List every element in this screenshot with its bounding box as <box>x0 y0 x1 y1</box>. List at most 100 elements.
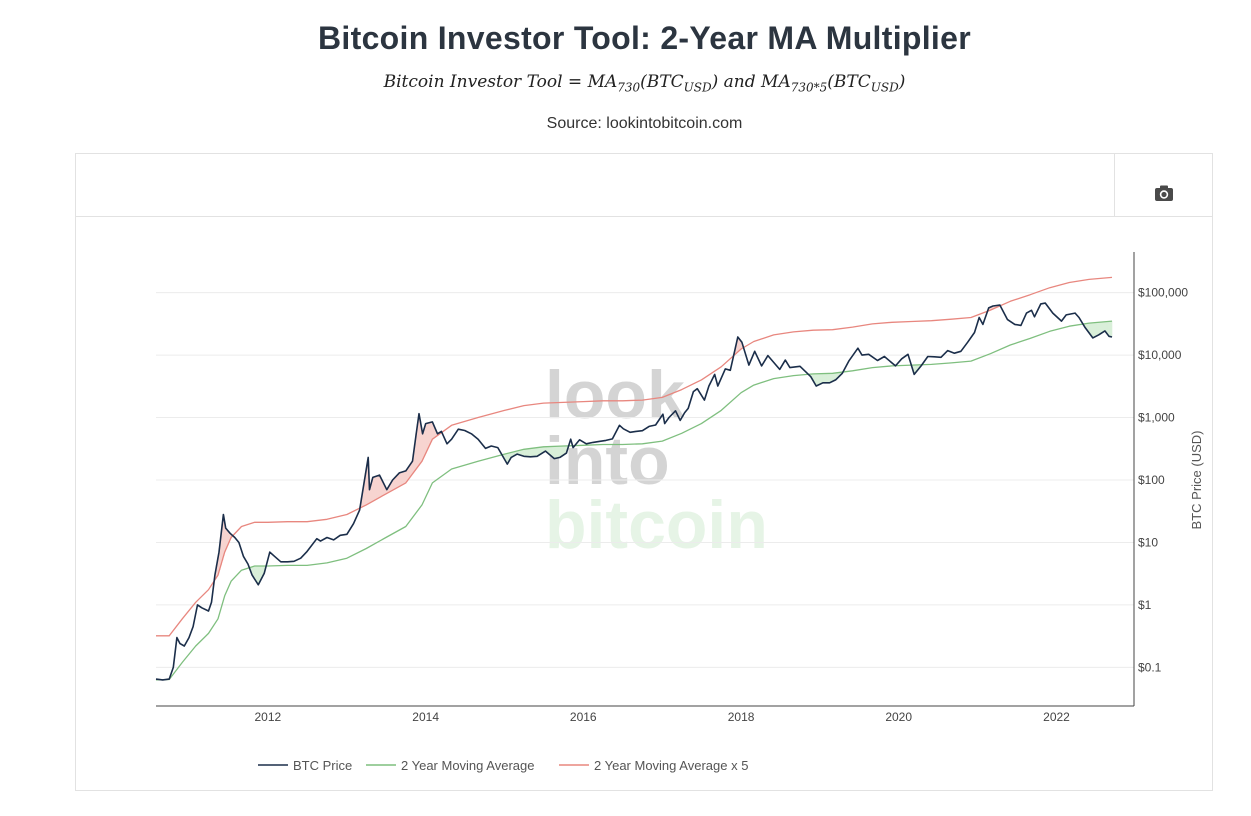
fill-below-ma <box>554 446 557 459</box>
fill-above-ma5 <box>420 428 423 462</box>
fill-below-ma <box>1088 323 1091 334</box>
fill-above-ma5 <box>389 483 392 492</box>
formula-arg2-end: ) <box>898 72 906 92</box>
fill-below-ma <box>1095 322 1098 337</box>
fill-below-ma <box>1093 322 1096 337</box>
fill-below-ma <box>516 450 519 455</box>
fill-below-ma <box>549 446 551 455</box>
fill-below-ma <box>509 452 512 459</box>
fill-above-ma5 <box>406 467 409 480</box>
fill-above-ma5 <box>379 477 382 497</box>
fill-above-ma5 <box>386 488 389 493</box>
formula-left: Bitcoin Investor Tool <box>383 72 563 92</box>
fill-below-ma <box>561 446 564 456</box>
watermark-into: into <box>545 423 670 499</box>
fills <box>161 305 1113 680</box>
fill-above-ma5 <box>411 461 414 475</box>
fill-below-ma <box>535 447 538 457</box>
fill-above-ma5 <box>432 425 435 439</box>
fill-above-ma5 <box>218 548 221 570</box>
x-tick-label: 2022 <box>1043 710 1070 724</box>
x-tick-label: 2016 <box>570 710 597 724</box>
fill-below-ma <box>513 451 516 456</box>
fill-below-ma <box>811 373 814 380</box>
fill-below-ma <box>916 364 919 371</box>
fill-below-ma <box>518 450 521 455</box>
fill-below-ma <box>559 446 562 457</box>
fill-above-ma5 <box>398 472 401 487</box>
fill-below-ma <box>249 567 252 573</box>
legend: BTC Price 2 Year Moving Average 2 Year Mov… <box>258 758 748 773</box>
formula-ma1: MA <box>587 72 618 92</box>
fill-above-ma5 <box>385 488 388 494</box>
fill-below-ma <box>828 373 831 383</box>
series-lines <box>155 276 1113 681</box>
fill-above-ma5 <box>990 306 993 310</box>
fill-above-ma5 <box>390 481 393 491</box>
axes <box>156 252 1135 707</box>
fill-above-ma5 <box>995 305 998 308</box>
fill-above-ma5 <box>417 414 420 466</box>
fill-below-ma <box>505 453 508 463</box>
legend-label-2: 2 Year Moving Average <box>401 758 534 773</box>
toolbar-divider <box>1114 154 1115 217</box>
fill-below-ma <box>557 446 560 458</box>
fill-below-ma <box>565 445 568 454</box>
formula-arg1-end: ) <box>711 72 719 92</box>
fill-above-ma5 <box>431 422 434 440</box>
fill-below-ma <box>1103 321 1106 332</box>
x-tick-label: 2020 <box>885 710 912 724</box>
fill-below-ma <box>820 373 823 384</box>
fill-below-ma <box>1106 321 1109 334</box>
source-text: Source: lookintobitcoin.com <box>546 115 743 132</box>
fill-above-ma5 <box>370 483 373 503</box>
fill-above-ma5 <box>215 564 218 577</box>
fill-above-ma5 <box>408 465 411 479</box>
fill-below-ma <box>527 448 530 457</box>
y-tick-label: $100,000 <box>1138 286 1188 300</box>
fill-below-ma <box>525 448 528 457</box>
y-tick-label: $1 <box>1138 598 1152 612</box>
fill-below-ma <box>251 566 254 576</box>
y-axis-label: BTC Price (USD) <box>1189 431 1204 530</box>
fill-below-ma <box>1110 321 1113 337</box>
fill-above-ma5 <box>413 443 416 471</box>
y-tick-label: $0.1 <box>1138 660 1162 674</box>
y-tick-label: $10,000 <box>1138 348 1182 362</box>
y-ticks: $0.1 $1 $10 $100 $1,000 $10,000 $100,000 <box>1138 286 1188 675</box>
fill-below-ma <box>255 565 258 582</box>
fill-above-ma5 <box>374 476 377 500</box>
fill-below-ma <box>562 446 565 455</box>
fill-below-ma <box>538 447 541 456</box>
fill-below-ma <box>912 365 915 372</box>
fill-above-ma5 <box>223 523 226 552</box>
fill-above-ma5 <box>382 482 385 496</box>
fill-below-ma <box>546 446 549 453</box>
fill-above-ma5 <box>364 473 367 506</box>
camera-icon[interactable] <box>1154 184 1174 202</box>
formula-ma2-sub: 730*5 <box>790 80 828 95</box>
fill-below-ma <box>553 446 556 459</box>
fill-above-ma5 <box>737 337 740 352</box>
fill-below-ma <box>514 451 517 455</box>
x-tick-label: 2014 <box>412 710 439 724</box>
fill-below-ma <box>551 446 554 458</box>
fill-below-ma <box>254 565 256 580</box>
fill-below-ma <box>555 446 558 459</box>
fill-below-ma <box>1107 321 1110 336</box>
fill-above-ma5 <box>430 422 433 442</box>
fill-below-ma <box>528 448 531 457</box>
fill-above-ma5 <box>383 485 386 495</box>
fill-above-ma5 <box>428 422 431 445</box>
fill-below-ma <box>520 449 523 456</box>
fill-below-ma <box>1099 322 1102 334</box>
fill-below-ma <box>540 447 543 454</box>
fill-below-ma <box>506 453 509 464</box>
fill-above-ma5 <box>991 306 994 310</box>
fill-below-ma <box>558 446 561 458</box>
fill-below-ma <box>1104 321 1107 333</box>
x-tick-label: 2012 <box>254 710 281 724</box>
fill-above-ma5 <box>387 486 390 493</box>
fill-below-ma <box>532 448 535 457</box>
fill-below-ma <box>1108 321 1111 337</box>
